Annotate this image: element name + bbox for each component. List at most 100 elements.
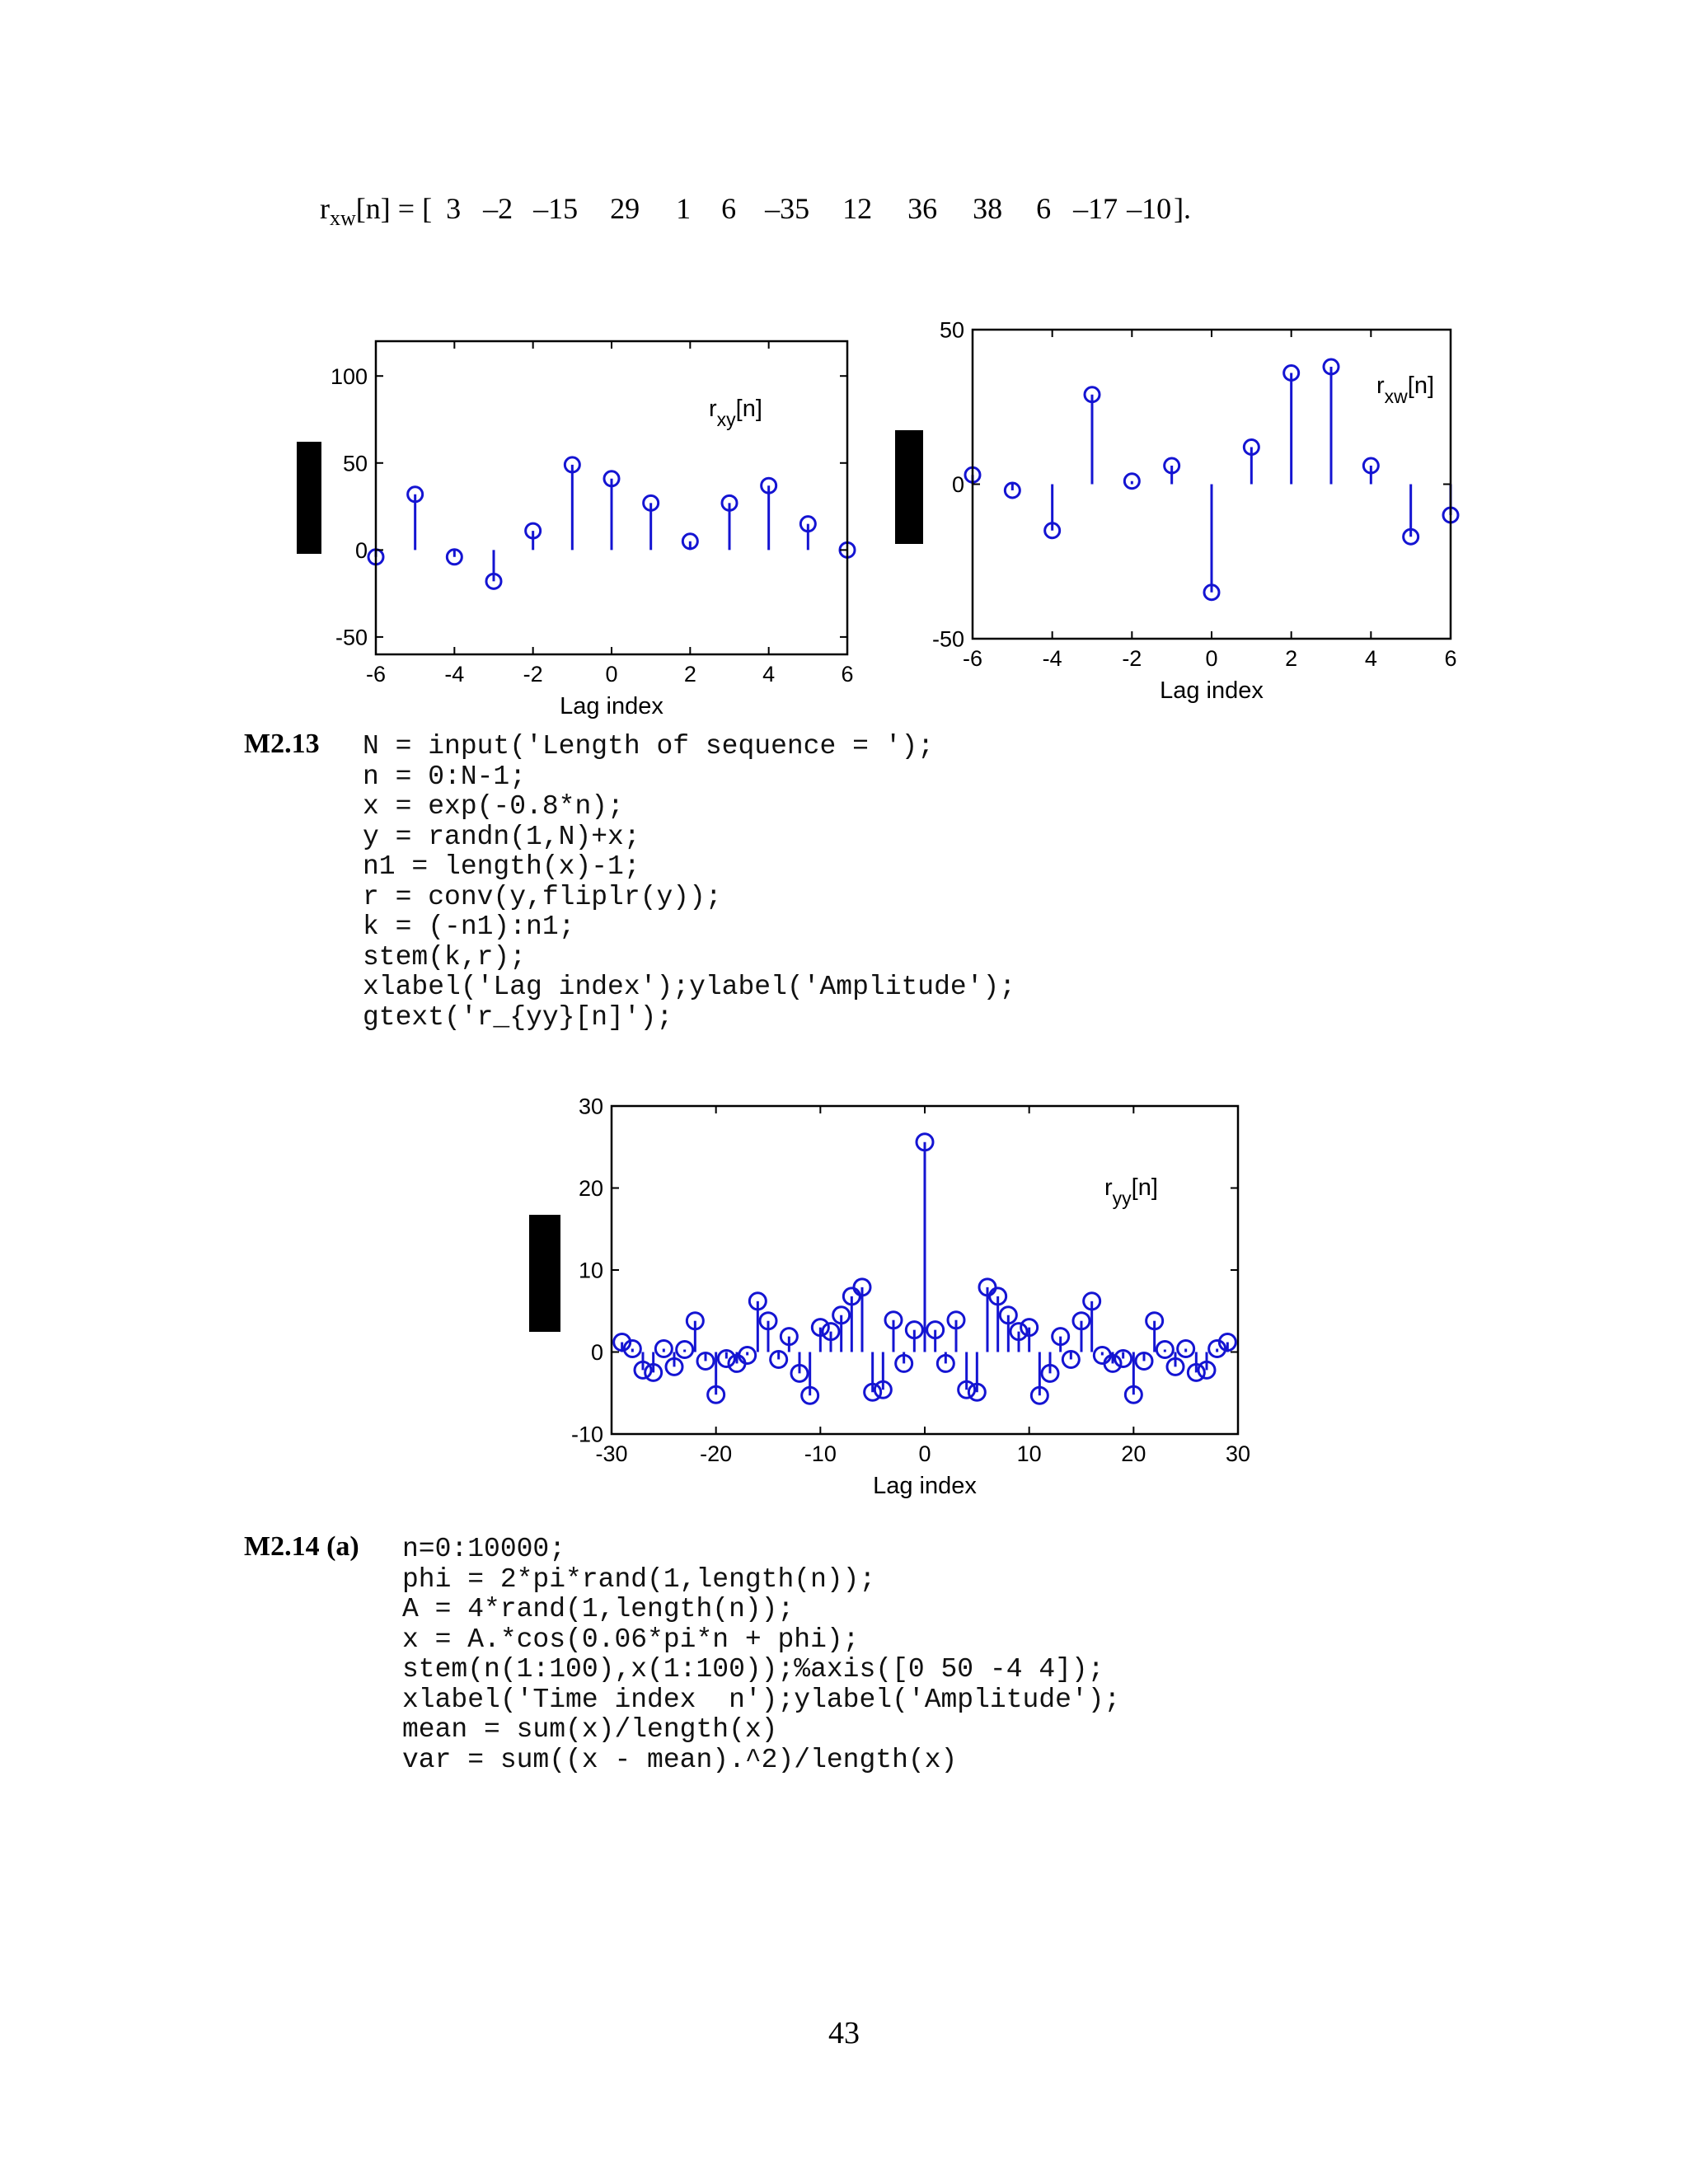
ylabel-bar bbox=[297, 442, 321, 554]
annotation-sub: yy bbox=[1113, 1188, 1132, 1209]
stem-marker bbox=[1123, 472, 1141, 490]
equation-value: 29 bbox=[610, 192, 640, 225]
series-annotation: ryy[n] bbox=[1104, 1174, 1158, 1209]
stem-marker bbox=[1217, 1333, 1237, 1352]
stem-marker bbox=[563, 456, 581, 474]
stem-marker bbox=[1145, 1311, 1165, 1331]
y-tick-label: 30 bbox=[579, 1094, 603, 1119]
stem-marker bbox=[1114, 1348, 1133, 1368]
equation-value: 6 bbox=[721, 192, 737, 225]
code-line: k = (-n1):n1; bbox=[363, 912, 575, 942]
stem-marker bbox=[644, 1362, 663, 1382]
stem-marker bbox=[675, 1340, 695, 1360]
code-line: stem(n(1:100),x(1:100));%axis([0 50 -4 4… bbox=[402, 1654, 1104, 1685]
code-line: mean = sum(x)/length(x) bbox=[402, 1714, 778, 1745]
x-axis-label: Lag index bbox=[873, 1473, 977, 1499]
y-tick-label: 100 bbox=[331, 364, 368, 389]
code-line: r = conv(y,fliplr(y)); bbox=[363, 881, 722, 912]
stem-marker bbox=[946, 1310, 966, 1330]
stem-marker bbox=[1040, 1363, 1060, 1383]
annotation-rest: [n] bbox=[1408, 373, 1434, 399]
code-line: y = randn(1,N)+x; bbox=[363, 821, 640, 852]
stem-marker bbox=[1197, 1360, 1217, 1380]
x-tick-label: 0 bbox=[918, 1441, 931, 1466]
stem-marker bbox=[852, 1277, 872, 1297]
stem-marker bbox=[1176, 1339, 1196, 1359]
y-tick-label: 50 bbox=[343, 451, 368, 476]
stem-marker bbox=[935, 1353, 955, 1373]
stem-marker bbox=[1123, 1385, 1143, 1404]
stem-marker bbox=[1155, 1340, 1175, 1360]
stem-marker bbox=[696, 1351, 715, 1371]
code-line: var = sum((x - mean).^2)/length(x) bbox=[402, 1744, 958, 1775]
equation-open-bracket: [ bbox=[422, 192, 433, 225]
x-tick-label: -6 bbox=[366, 662, 386, 687]
x-axis-label: Lag index bbox=[1160, 677, 1264, 704]
stem-marker bbox=[716, 1348, 736, 1368]
equation-value: –2 bbox=[483, 192, 513, 225]
stem-marker bbox=[821, 1322, 841, 1342]
x-tick-label: 10 bbox=[1017, 1441, 1042, 1466]
stem-marker bbox=[1029, 1385, 1049, 1405]
annotation-sub: xw bbox=[1385, 386, 1409, 407]
stem-marker bbox=[1165, 1357, 1185, 1376]
stem-marker bbox=[957, 1380, 977, 1399]
code-line: phi = 2*pi*rand(1,length(n)); bbox=[402, 1563, 876, 1595]
stem-marker bbox=[1134, 1351, 1154, 1371]
stem-marker bbox=[1207, 1339, 1227, 1359]
stem-marker bbox=[1103, 1353, 1123, 1373]
equation-value: –10 bbox=[1127, 192, 1172, 225]
y-tick-label: 20 bbox=[579, 1176, 603, 1201]
x-tick-label: 0 bbox=[1205, 646, 1217, 671]
annotation-main: r bbox=[1104, 1174, 1113, 1201]
x-tick-label: -20 bbox=[700, 1441, 732, 1466]
stem-marker bbox=[758, 1311, 778, 1331]
x-axis-label: Lag index bbox=[560, 693, 663, 719]
stem-marker bbox=[485, 572, 503, 590]
y-tick-label: -50 bbox=[335, 626, 368, 650]
x-tick-label: 0 bbox=[605, 662, 617, 687]
y-tick-label: 10 bbox=[579, 1258, 603, 1283]
annotation-sub: xy bbox=[717, 409, 737, 430]
stem-marker bbox=[654, 1339, 673, 1359]
stem-marker bbox=[1061, 1349, 1081, 1369]
y-tick-label: 0 bbox=[952, 472, 964, 497]
stem-marker bbox=[664, 1357, 684, 1376]
stem-marker bbox=[445, 548, 463, 566]
equation-value: 12 bbox=[842, 192, 873, 225]
y-tick-label: 0 bbox=[591, 1340, 603, 1365]
code-line: xlabel('Time index n');ylabel('Amplitude… bbox=[402, 1684, 1121, 1715]
stem-marker bbox=[1203, 583, 1221, 602]
stem-marker bbox=[1282, 364, 1301, 382]
stem-marker bbox=[612, 1333, 632, 1352]
stem-marker bbox=[1083, 386, 1101, 404]
equation-lhs: r bbox=[320, 192, 330, 225]
stem-marker bbox=[1322, 358, 1340, 376]
series-annotation: rxw[n] bbox=[1376, 373, 1434, 407]
equation-value: –15 bbox=[533, 192, 579, 225]
stem-marker bbox=[720, 494, 738, 512]
rxw-stem-chart: -6 -4 -2 0 2 4 6 -50 0 50 Lag index rxw[n] bbox=[895, 318, 1460, 704]
rxw-equation: rxw[n] = [3 –2 –15 29 1 6 –35 12 36 38 6 –17 –10]. bbox=[320, 191, 1191, 231]
stem-marker bbox=[1009, 1322, 1029, 1342]
y-tick-label: -50 bbox=[932, 627, 964, 652]
m2-13-code-block: N = input('Length of sequence = '); n = 0… bbox=[363, 731, 1015, 1033]
stem-marker bbox=[1242, 438, 1260, 456]
code-line: n1 = length(x)-1; bbox=[363, 851, 640, 882]
stem-marker bbox=[873, 1380, 893, 1399]
x-tick-label: -2 bbox=[523, 662, 543, 687]
equation-close-bracket: ]. bbox=[1174, 192, 1192, 225]
y-tick-label: 50 bbox=[940, 318, 964, 343]
stem-marker bbox=[1043, 522, 1062, 540]
x-tick-label: -4 bbox=[1043, 646, 1062, 671]
code-line: stem(k,r); bbox=[363, 941, 527, 972]
series-annotation: rxy[n] bbox=[709, 396, 762, 430]
y-tick-label: 0 bbox=[355, 538, 368, 563]
x-tick-label: 2 bbox=[684, 662, 696, 687]
stem-marker bbox=[642, 494, 660, 512]
stem-marker bbox=[832, 1305, 851, 1325]
equation-value: 3 bbox=[446, 192, 462, 225]
stem-marker bbox=[1051, 1327, 1071, 1347]
equation-values: 3 –2 –15 29 1 6 –35 12 36 38 6 –17 –10 bbox=[432, 192, 1174, 225]
stem-marker bbox=[884, 1310, 903, 1330]
